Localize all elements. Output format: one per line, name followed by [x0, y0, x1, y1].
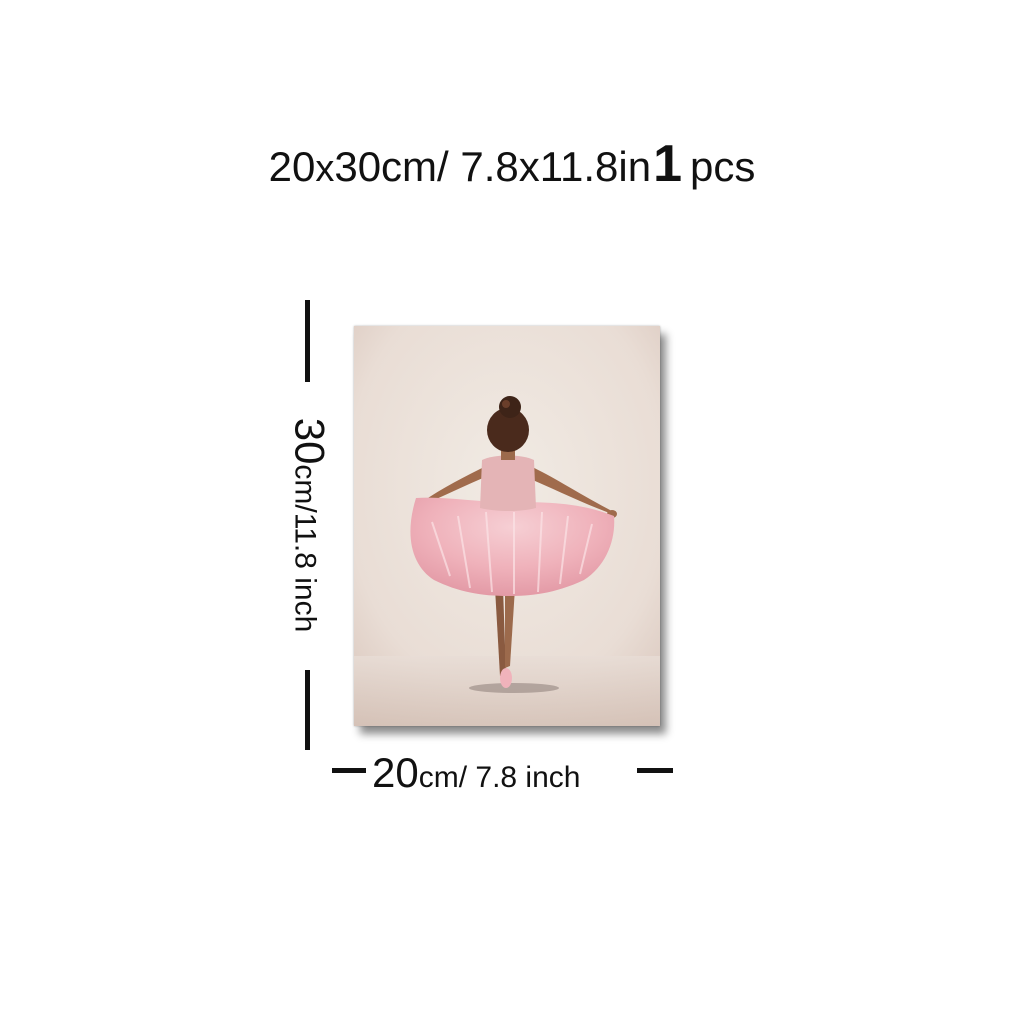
bodice	[480, 455, 536, 511]
height-dimension-bar-top	[305, 300, 310, 382]
height-dimension-bar-bottom	[305, 670, 310, 750]
tutu	[410, 497, 615, 596]
width-dimension-bar-left	[332, 768, 366, 773]
right-leg	[505, 588, 515, 668]
floor-shadow	[469, 683, 559, 693]
height-value: 30	[286, 417, 334, 465]
left-arm	[420, 466, 488, 506]
head	[487, 408, 529, 452]
size-width-number: 20	[268, 143, 316, 190]
width-dimension-label: 20cm/ 7.8 inch	[372, 752, 580, 799]
floor	[354, 656, 660, 726]
piece-unit: pcs	[690, 143, 756, 190]
artwork-image	[354, 326, 660, 726]
left-leg	[495, 588, 506, 676]
width-unit: cm/ 7.8 inch	[418, 761, 581, 794]
width-dimension-bar-right	[637, 768, 673, 773]
hair-bun	[499, 396, 521, 418]
height-unit: cm/11.8 inch	[288, 464, 322, 633]
ballerina-painting	[354, 326, 660, 726]
size-headline: 20x30cm/ 7.8x11.8in1 pcs	[0, 138, 1024, 195]
size-text: 30cm/ 7.8x11.8in	[334, 143, 652, 190]
piece-count: 1	[653, 135, 683, 193]
width-value: 20	[372, 749, 419, 796]
hair-bun-highlight	[502, 400, 510, 408]
height-dimension-label: 30cm/11.8 inch	[287, 418, 334, 633]
size-times-symbol: x	[315, 148, 335, 190]
tutu-texture	[431, 511, 593, 594]
right-arm	[528, 466, 612, 514]
ballet-shoe	[500, 668, 512, 688]
